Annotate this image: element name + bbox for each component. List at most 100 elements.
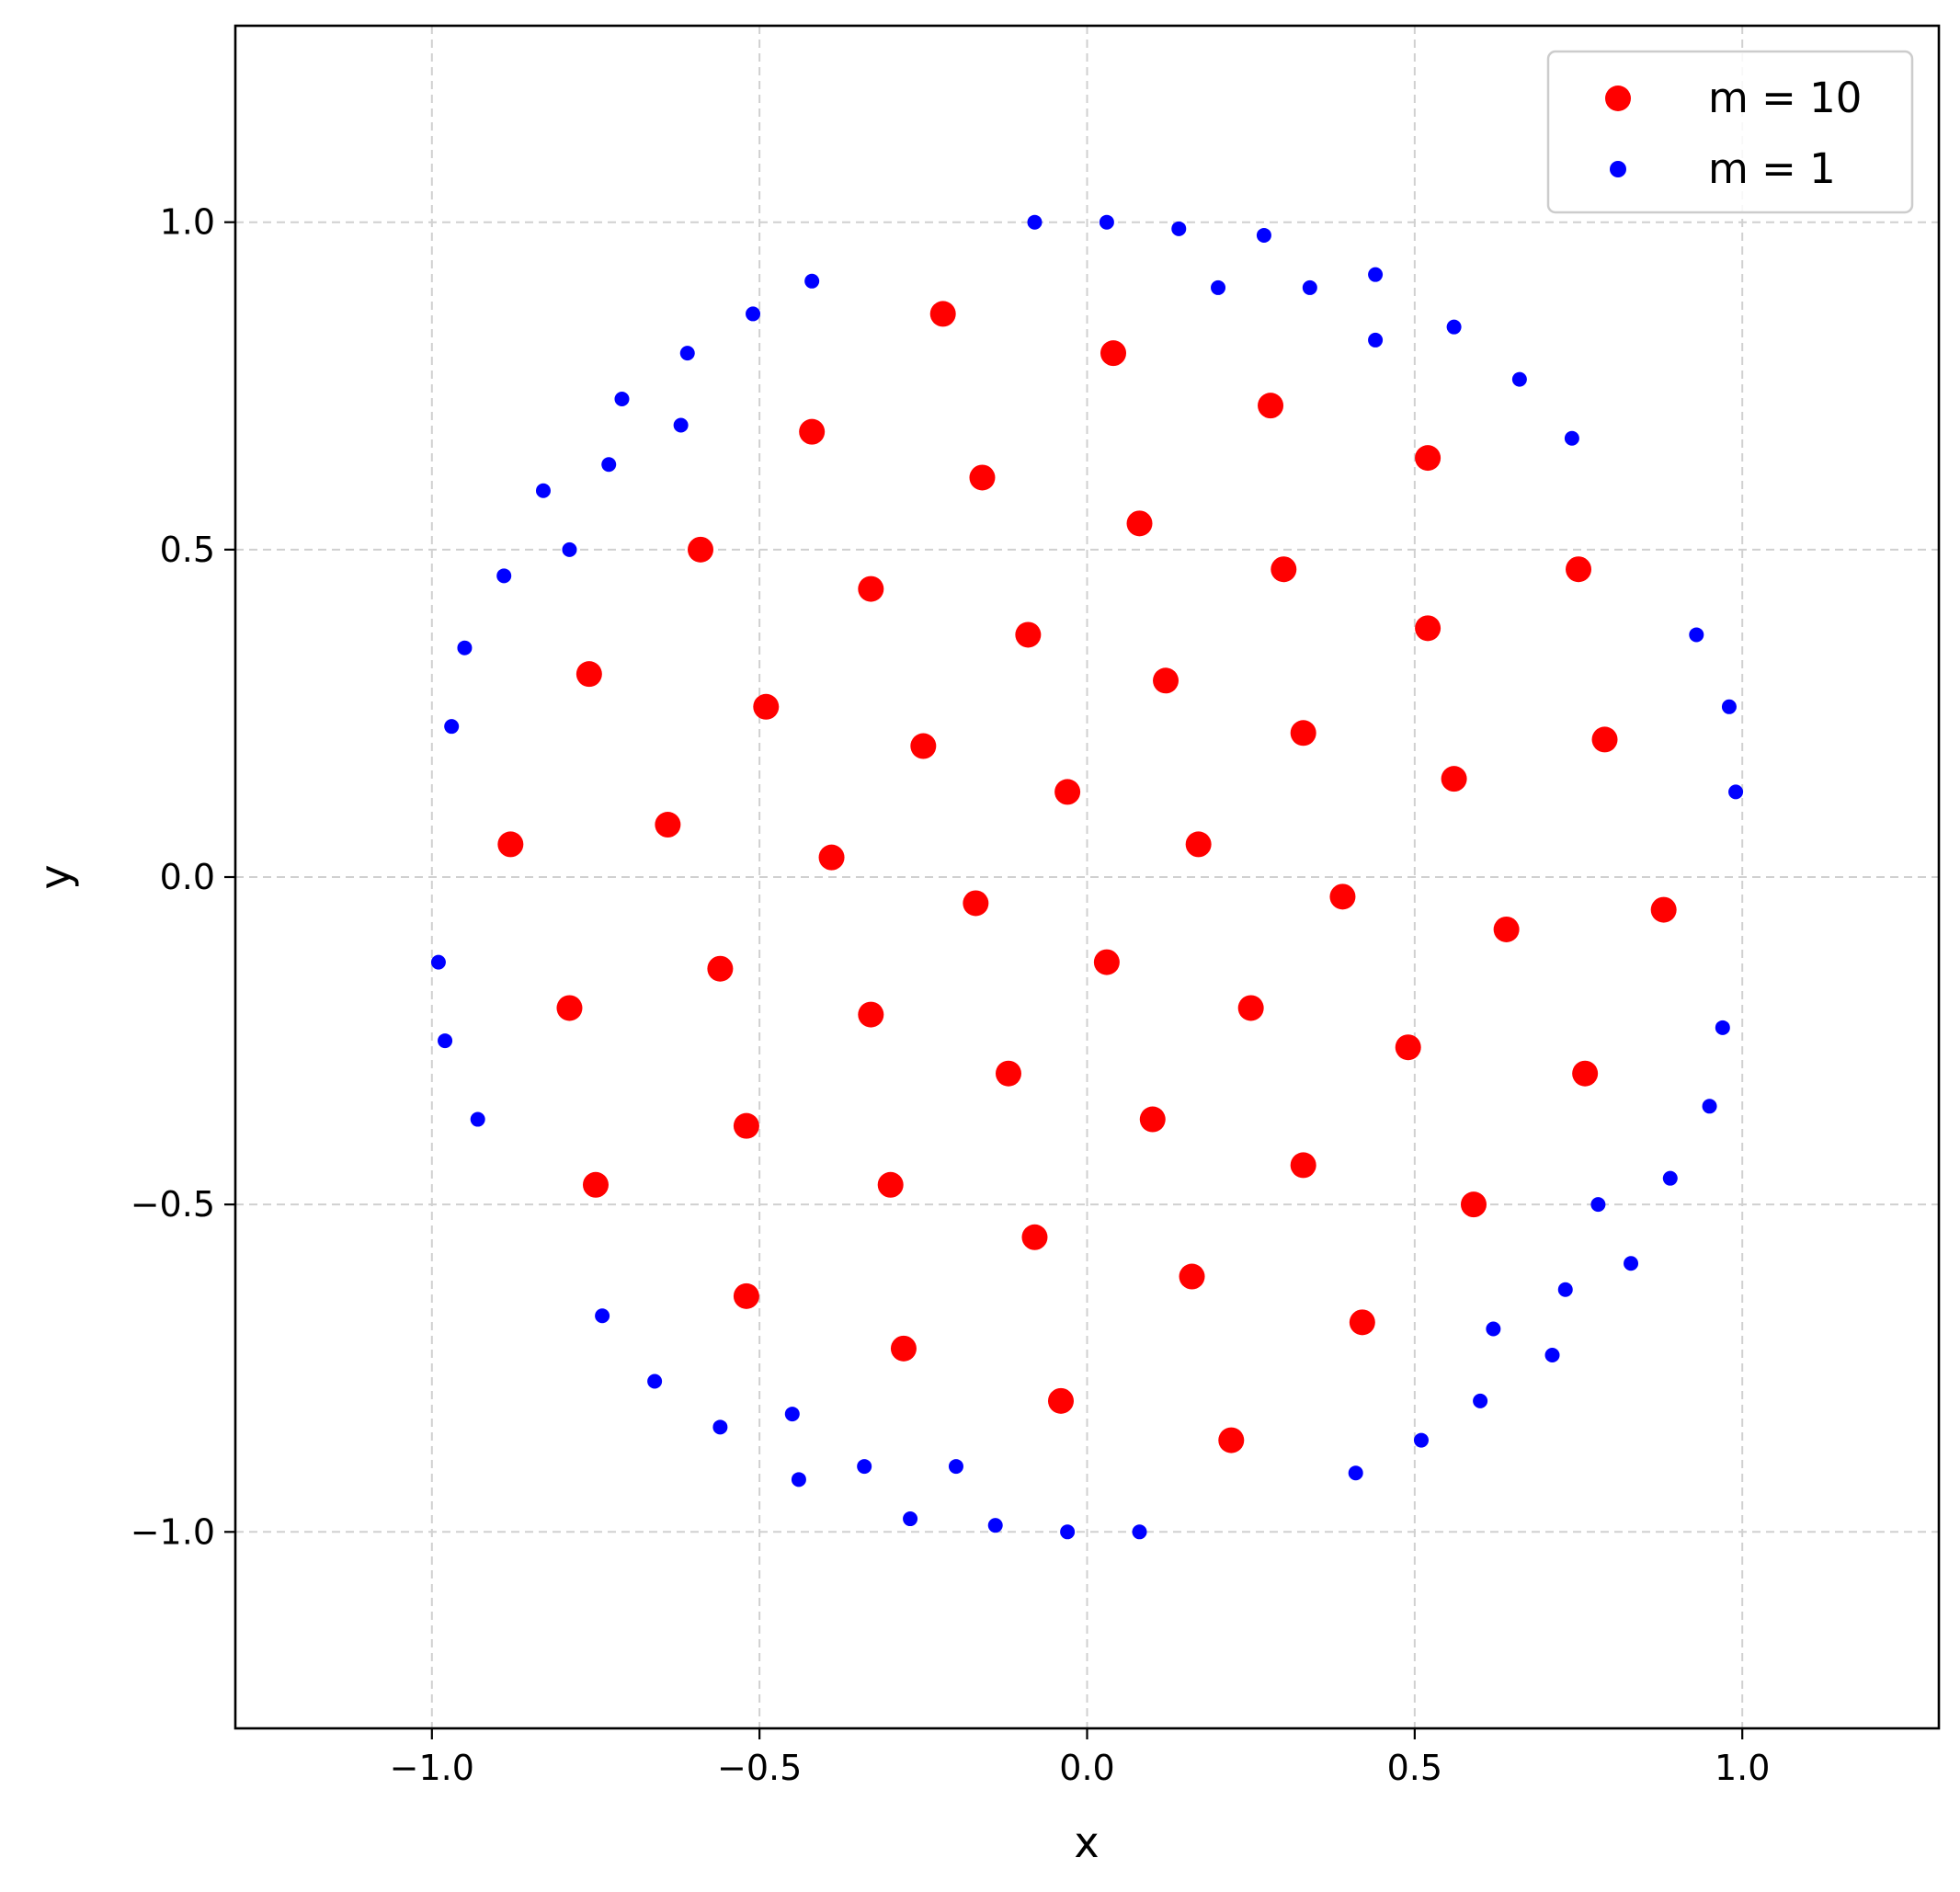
scatter-point <box>1511 371 1527 387</box>
scatter-point <box>858 576 884 602</box>
scatter-point <box>858 1001 884 1028</box>
legend: m = 10 m = 1 <box>1546 50 1914 214</box>
legend-marker-m1 <box>1610 161 1626 177</box>
scatter-point <box>535 483 551 498</box>
scatter-point <box>1446 319 1462 335</box>
scatter-point <box>1486 1321 1501 1337</box>
y-tick-label: 0.5 <box>160 530 215 570</box>
scatter-point <box>1271 556 1297 583</box>
scatter-point <box>1099 214 1114 230</box>
scatter-point <box>1185 831 1212 858</box>
scatter-point <box>818 844 845 871</box>
scatter-point <box>1100 340 1127 367</box>
series-0 <box>497 301 1677 1453</box>
scatter-point <box>1624 1256 1639 1271</box>
scatter-point <box>647 1373 663 1389</box>
scatter-point <box>679 346 695 361</box>
x-axis-label: x <box>1074 1818 1099 1867</box>
scatter-point <box>444 719 460 735</box>
scatter-point <box>1493 916 1520 942</box>
scatter-point <box>457 640 473 655</box>
scatter-point <box>562 541 577 557</box>
scatter-point <box>1171 221 1187 236</box>
scatter-point <box>799 418 826 445</box>
scatter-point <box>1093 949 1120 975</box>
scatter-point <box>1349 1309 1375 1336</box>
scatter-point <box>688 536 714 563</box>
scatter-point <box>1153 667 1179 694</box>
scatter-point <box>712 1419 728 1435</box>
scatter-point <box>877 1171 904 1198</box>
scatter-point <box>655 812 681 838</box>
scatter-point <box>995 1060 1021 1087</box>
legend-box <box>1546 50 1914 214</box>
scatter-point <box>673 417 689 433</box>
scatter-point <box>1728 784 1744 800</box>
scatter-point <box>1047 1387 1074 1414</box>
scatter-point <box>1256 227 1271 243</box>
y-tick-label: 0.0 <box>160 857 215 897</box>
scatter-point <box>707 955 734 982</box>
scatter-point <box>804 273 820 289</box>
scatter-point <box>1395 1034 1421 1061</box>
scatter-point <box>1566 556 1592 583</box>
scatter-point <box>1348 1465 1363 1481</box>
scatter-point <box>903 1511 918 1527</box>
scatter-point <box>1544 1347 1560 1362</box>
scatter-point <box>614 392 630 407</box>
scatter-point <box>1290 720 1316 747</box>
scatter-point <box>595 1308 610 1324</box>
scatter-point <box>746 306 761 322</box>
scatter-point <box>1413 1432 1429 1448</box>
scatter-point <box>948 1459 963 1475</box>
scatter-point <box>1329 883 1356 910</box>
scatter-point <box>601 457 617 473</box>
scatter-point <box>1460 1191 1487 1218</box>
scatter-point <box>1557 1282 1573 1297</box>
scatter-point <box>1368 267 1384 282</box>
scatter-point <box>1715 1020 1730 1035</box>
x-tick-label: −1.0 <box>390 1748 474 1788</box>
scatter-point <box>784 1407 800 1422</box>
scatter-point <box>1211 279 1226 295</box>
scatter-point <box>1139 1106 1166 1133</box>
scatter-point <box>733 1282 759 1309</box>
scatter-point <box>496 568 512 584</box>
y-axis-label: y <box>30 864 80 889</box>
data-points <box>430 214 1744 1540</box>
scatter-point <box>1290 1152 1316 1179</box>
scatter-point <box>1302 279 1317 295</box>
x-tick-label: 0.5 <box>1387 1748 1442 1788</box>
legend-label-m10: m = 10 <box>1708 74 1862 122</box>
scatter-point <box>929 301 956 327</box>
scatter-point <box>575 661 602 688</box>
scatter-point <box>1021 1224 1048 1250</box>
scatter-point <box>987 1518 1003 1533</box>
scatter-point <box>910 733 937 759</box>
scatter-point <box>1179 1263 1205 1290</box>
scatter-point <box>890 1335 917 1362</box>
scatter-point <box>1702 1099 1717 1114</box>
scatter-point <box>1368 332 1384 348</box>
legend-label-m1: m = 1 <box>1708 144 1836 193</box>
scatter-point <box>1258 393 1284 419</box>
series-1 <box>430 214 1744 1540</box>
scatter-point <box>1060 1524 1076 1540</box>
y-tick-label: −1.0 <box>131 1511 215 1552</box>
scatter-point <box>857 1459 872 1475</box>
scatter-point <box>497 831 524 858</box>
scatter-point <box>963 890 989 917</box>
axis-ticks: −1.0 −0.5 0.0 0.5 1.0 −1.0 −0.5 0.0 0.5 1.0 <box>131 202 1771 1788</box>
scatter-point <box>470 1111 485 1127</box>
scatter-point <box>430 954 446 970</box>
scatter-point <box>1415 615 1442 642</box>
scatter-point <box>1590 1197 1606 1213</box>
scatter-point <box>1564 430 1579 446</box>
scatter-point <box>438 1033 453 1049</box>
scatter-point <box>1126 510 1153 537</box>
scatter-point <box>1473 1393 1488 1408</box>
scatter-point <box>791 1472 806 1487</box>
scatter-point <box>1689 627 1704 643</box>
scatter-point <box>556 995 583 1021</box>
